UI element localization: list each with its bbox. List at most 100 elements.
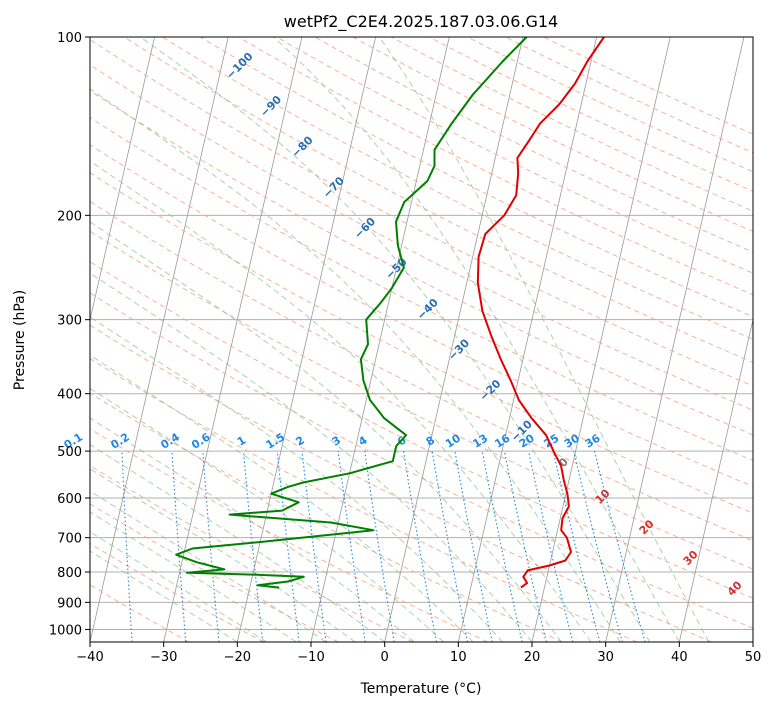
x-tick-label: 10 [450, 650, 467, 665]
x-tick-label: 0 [381, 650, 389, 665]
mixing-ratio-line [301, 451, 327, 642]
dry-adiabat-line [90, 292, 753, 629]
dry-adiabat-line [90, 90, 753, 436]
dry-adiabat-line [199, 37, 753, 318]
dry-adiabat-line [90, 503, 339, 642]
dry-adiabat-line [90, 584, 190, 642]
moist-adiabat-line [90, 221, 562, 642]
isotherm-line [90, 37, 155, 322]
y-tick-label: 200 [57, 209, 82, 224]
dry-adiabat-label: 40 [725, 578, 745, 598]
y-tick-label: 1000 [49, 623, 82, 638]
dry-adiabat-line [428, 37, 753, 192]
moist-adiabat-line [378, 37, 710, 642]
mixing-ratio-line [202, 451, 220, 642]
x-tick-label: −30 [150, 650, 177, 665]
mixing-ratio-line [552, 450, 601, 642]
mixing-ratio-line [481, 450, 523, 642]
mixing-ratio-line [242, 451, 264, 642]
dry-adiabat-line [313, 37, 753, 253]
x-tick-label: 50 [745, 650, 762, 665]
isotherm-line [678, 317, 753, 642]
moist-adiabat-line [90, 550, 238, 642]
mixing-ratio-label: 0.2 [108, 430, 131, 451]
dry-adiabat-line [161, 37, 753, 340]
dry-adiabat-label: −100 [224, 50, 256, 82]
x-tick-label: −10 [297, 650, 324, 665]
moist-adiabat-line [90, 160, 592, 642]
x-tick-label: 20 [524, 650, 541, 665]
moist-adiabat-line [90, 316, 503, 642]
dry-adiabat-line [90, 116, 753, 461]
dry-adiabat-label: −50 [383, 255, 410, 282]
mixing-ratio-label: 10 [443, 431, 463, 450]
dry-adiabat-line [123, 37, 753, 363]
background-lines [0, 37, 753, 642]
y-tick-label: 300 [57, 314, 82, 329]
moist-adiabat-line [90, 387, 444, 642]
dry-adiabat-line [90, 261, 753, 599]
moist-adiabat-line [90, 468, 356, 642]
y-tick-label: 900 [57, 596, 82, 611]
y-tick-label: 100 [57, 31, 82, 46]
mixing-ratio-line [171, 451, 187, 642]
isotherm-line [0, 37, 7, 642]
mixing-ratio-line [364, 451, 395, 642]
mixing-ratio-label: 36 [583, 431, 603, 450]
dry-adiabat-label: −30 [446, 336, 473, 363]
isotherm-line [457, 37, 597, 642]
mixing-ratio-line [503, 450, 547, 642]
dry-adiabat-label: 30 [681, 548, 701, 568]
mixing-ratio-label: 8 [424, 434, 437, 449]
isotherm-line [531, 37, 671, 642]
mixing-ratio-label: 3 [330, 434, 343, 449]
axes: −40 −30 −20 −10 0 10 20 30 40 5010020030040050060… [49, 31, 761, 665]
dry-adiabat-line [90, 64, 753, 411]
mixing-ratio-line [337, 451, 366, 642]
moist-adiabat-line [90, 272, 533, 642]
mixing-ratio-label: 1 [235, 434, 248, 449]
y-tick-label: 800 [57, 566, 82, 581]
dry-adiabat-label: −80 [289, 133, 316, 160]
moist-adiabat-line [90, 531, 268, 642]
y-tick-label: 500 [57, 445, 82, 460]
mixing-ratio-label: 0.6 [189, 430, 213, 452]
dry-adiabat-line [237, 37, 753, 296]
x-tick-label: −20 [224, 650, 251, 665]
dry-adiabat-label: −60 [352, 215, 379, 242]
moist-adiabat-line [90, 88, 621, 642]
isotherm-line [605, 37, 745, 642]
dry-adiabat-line [542, 37, 753, 135]
dry-adiabat-line [90, 428, 488, 642]
dry-adiabat-label: 10 [593, 486, 613, 506]
y-tick-label: 700 [57, 532, 82, 547]
dry-adiabat-label: 20 [637, 517, 657, 537]
y-axis-label: Pressure (hPa) [12, 290, 28, 390]
temperature-profile-line [476, 37, 605, 589]
dry-adiabat-line [90, 542, 264, 642]
mixing-ratio-line [573, 450, 623, 642]
mixing-ratio-label: 1.5 [264, 430, 287, 451]
moist-adiabat-line [90, 490, 326, 642]
dry-adiabat-line [351, 37, 753, 232]
dry-adiabat-line [90, 358, 638, 642]
y-tick-label: 400 [57, 388, 82, 403]
mixing-ratio-line [593, 450, 646, 642]
dry-adiabat-line [90, 465, 414, 642]
dry-adiabat-line [90, 230, 753, 570]
mixing-ratio-label: 4 [356, 433, 370, 448]
moist-adiabat-line [90, 443, 385, 642]
mixing-ratio-label: 2 [293, 434, 306, 449]
x-axis-label: Temperature (°C) [360, 681, 482, 697]
dry-adiabat-label: −40 [414, 296, 441, 323]
mixing-ratio-label: 0.4 [158, 430, 182, 452]
dry-adiabat-label: −90 [258, 93, 285, 120]
dry-adiabat-line [90, 324, 712, 642]
x-tick-label: −40 [76, 650, 103, 665]
isotherm-line [752, 640, 753, 642]
isotherm-line [384, 37, 524, 642]
isotherm-line [90, 37, 229, 642]
chart-title: wetPf2_C2E4.2025.187.03.06.G14 [284, 12, 558, 32]
dry-adiabat-line [90, 144, 753, 488]
